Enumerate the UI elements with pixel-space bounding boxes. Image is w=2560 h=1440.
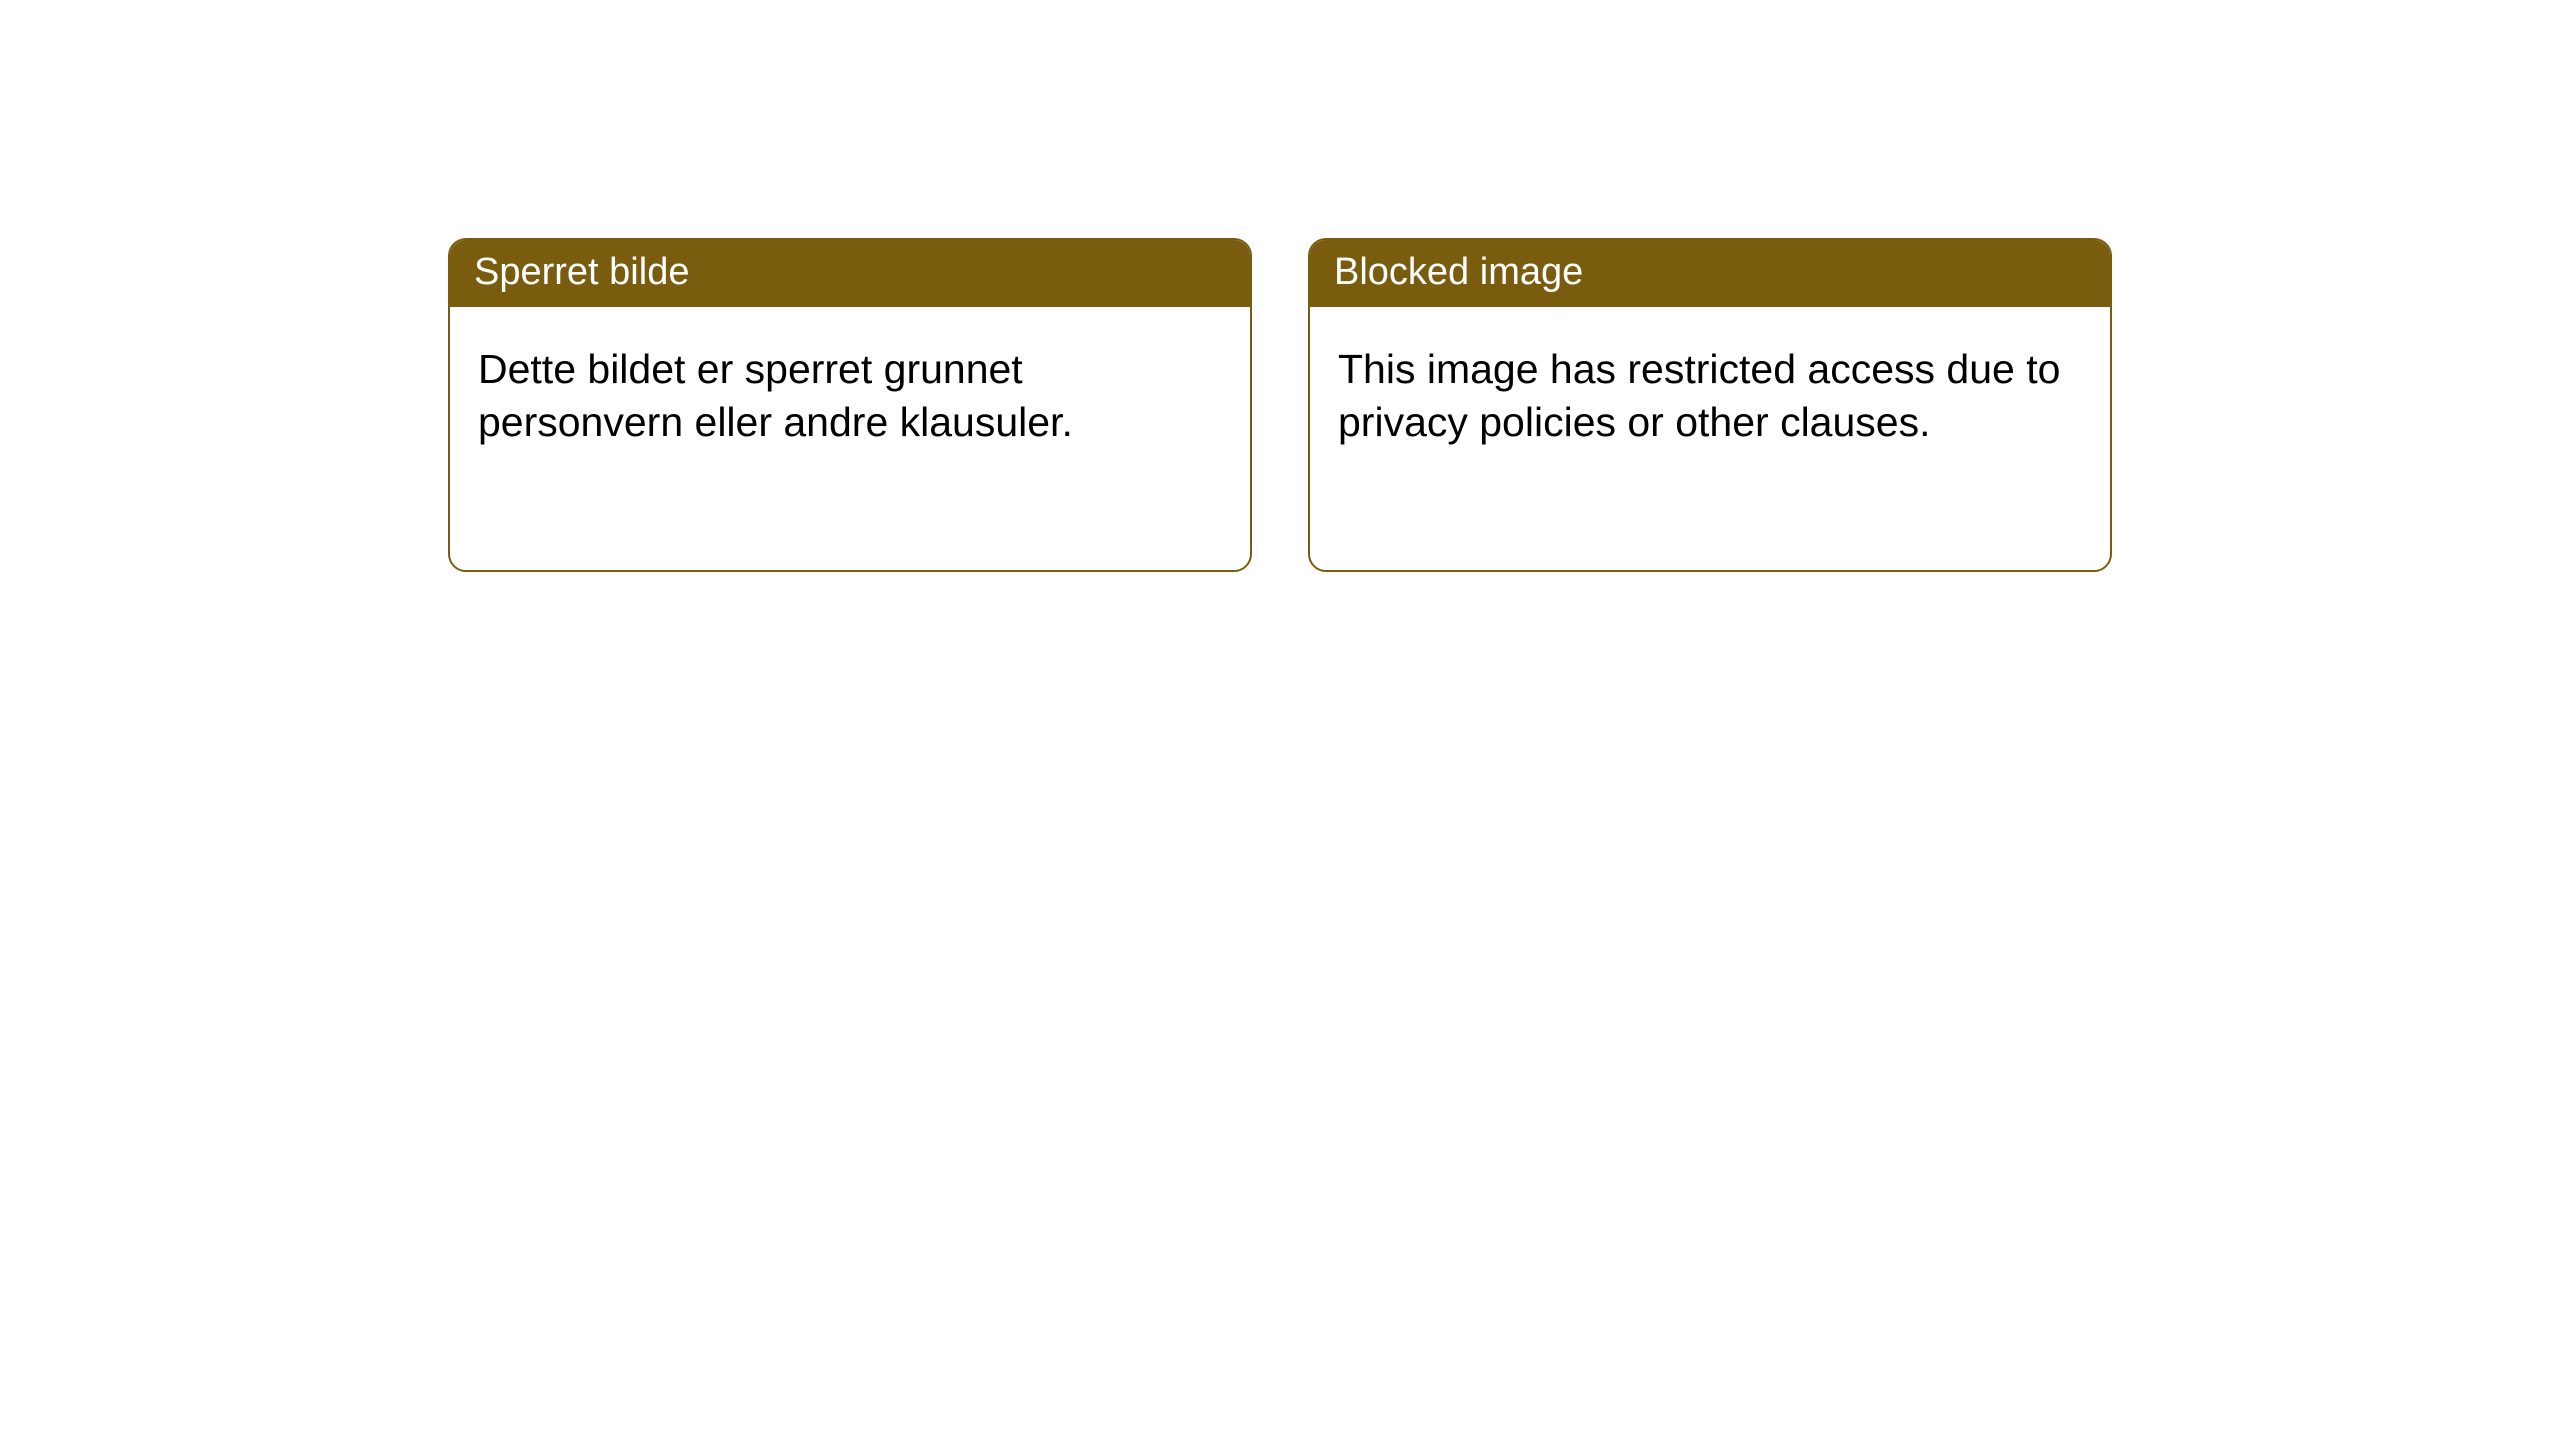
notice-card-container: Sperret bilde Dette bildet er sperret gr… bbox=[448, 238, 2112, 572]
notice-card-body-en: This image has restricted access due to … bbox=[1310, 307, 2110, 476]
notice-card-title-no: Sperret bilde bbox=[450, 240, 1250, 307]
notice-card-title-en: Blocked image bbox=[1310, 240, 2110, 307]
notice-card-english: Blocked image This image has restricted … bbox=[1308, 238, 2112, 572]
notice-card-norwegian: Sperret bilde Dette bildet er sperret gr… bbox=[448, 238, 1252, 572]
notice-card-body-no: Dette bildet er sperret grunnet personve… bbox=[450, 307, 1250, 476]
